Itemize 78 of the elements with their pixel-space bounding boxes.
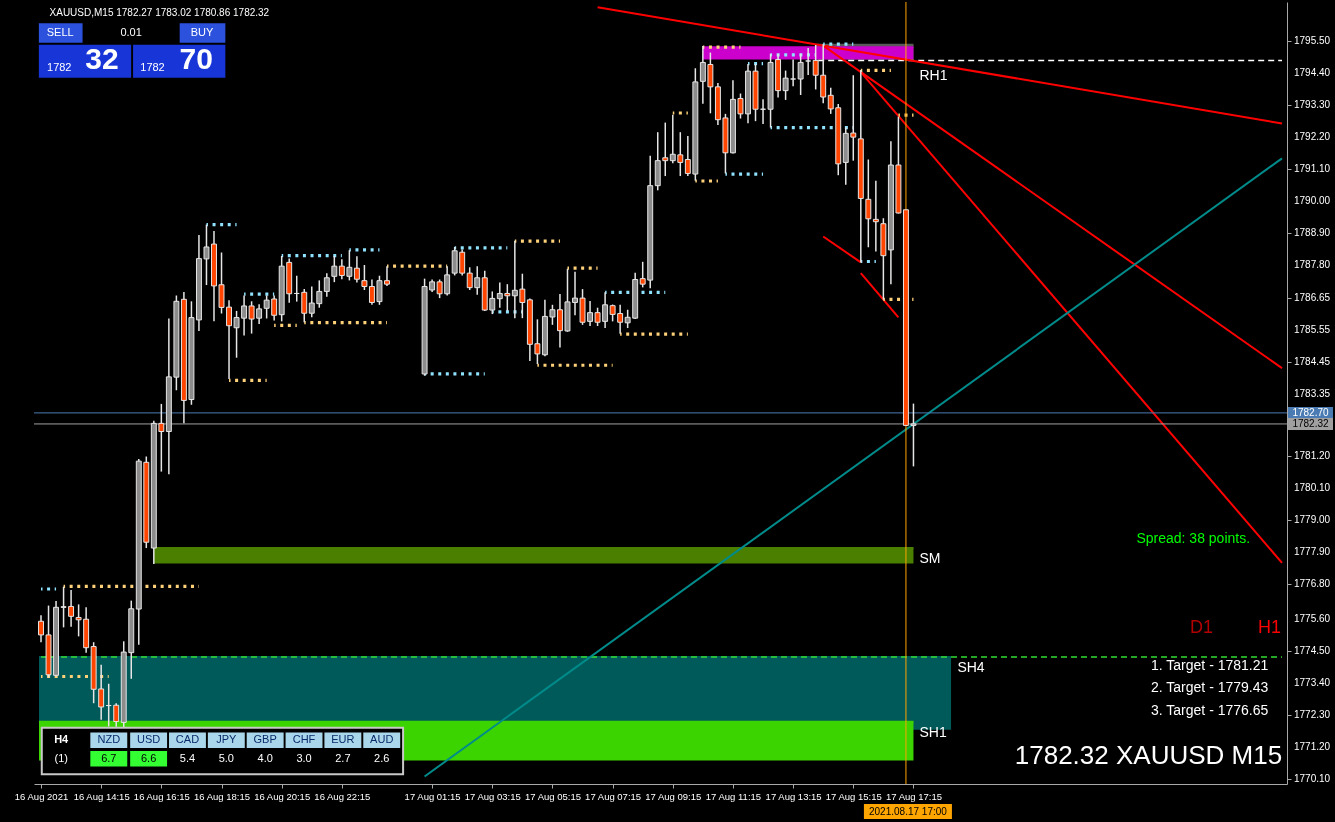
x-tick-label: 16 Aug 18:15 xyxy=(194,790,251,802)
series-label: SH1 xyxy=(919,723,947,740)
x-tick-label: 16 Aug 14:15 xyxy=(73,790,130,802)
y-tick-label: 1777.90 xyxy=(1294,546,1331,558)
annotation: 3.0 xyxy=(296,751,312,764)
annotation: USD xyxy=(137,733,161,746)
series-label: SH4 xyxy=(957,659,985,676)
annotation: 2.7 xyxy=(335,751,351,764)
y-tick-label: 1794.40 xyxy=(1294,66,1331,78)
series-label: RH1 xyxy=(919,66,948,83)
y-tick-label: 1772.30 xyxy=(1294,709,1331,721)
y-tick-label: 1780.10 xyxy=(1294,482,1331,494)
annotation: 1782 xyxy=(47,60,72,73)
y-tick-label: 1774.50 xyxy=(1294,645,1331,657)
y-tick-label: 1770.10 xyxy=(1294,773,1331,785)
x-tick-label: 16 Aug 16:15 xyxy=(133,790,190,802)
y-tick-label: 1771.20 xyxy=(1294,741,1331,753)
y-tick-label: 1792.20 xyxy=(1294,130,1331,142)
y-tick-label: 1783.35 xyxy=(1294,388,1331,400)
x-tick-label: 17 Aug 15:15 xyxy=(825,790,882,802)
annotation: 32 xyxy=(85,42,119,76)
annotation: 3. Target - 1776.65 xyxy=(1151,702,1269,719)
ref-line-label: 1782.32 xyxy=(1292,417,1330,429)
x-tick-label: 16 Aug 2021 xyxy=(14,790,69,802)
x-tick-label: 17 Aug 11:15 xyxy=(705,790,762,802)
y-tick-label: 1781.20 xyxy=(1294,450,1331,462)
y-tick-label: 1791.10 xyxy=(1294,162,1331,174)
annotation: 5.0 xyxy=(218,751,234,764)
series-label: SM xyxy=(919,550,941,567)
annotation: (1) xyxy=(54,751,68,764)
y-tick-label: 1776.80 xyxy=(1294,578,1331,590)
annotation: 1. Target - 1781.21 xyxy=(1151,656,1269,673)
y-tick-label: 1787.80 xyxy=(1294,258,1331,270)
annotation: 0.01 xyxy=(120,26,142,39)
x-tick-label: 17 Aug 01:15 xyxy=(404,790,461,802)
y-tick-label: 1775.60 xyxy=(1294,613,1331,625)
annotation: SELL xyxy=(46,26,74,39)
y-tick-label: 1788.90 xyxy=(1294,226,1331,238)
annotation: 5.4 xyxy=(179,751,196,764)
y-tick-label: 1773.40 xyxy=(1294,677,1331,689)
y-tick-label: 1793.30 xyxy=(1294,98,1331,110)
annotation: CAD xyxy=(175,733,200,746)
x-tick-label: 17 Aug 03:15 xyxy=(464,790,521,802)
annotation: 2. Target - 1779.43 xyxy=(1151,678,1269,695)
ref-line-label: 2021.08.17 17:00 xyxy=(868,805,948,817)
x-tick-label: 17 Aug 13:15 xyxy=(765,790,822,802)
annotation: H1 xyxy=(1258,616,1282,637)
y-tick-label: 1786.65 xyxy=(1294,292,1331,304)
annotation: 4.0 xyxy=(257,751,273,764)
annotation: H4 xyxy=(54,733,70,746)
annotation: 1782 xyxy=(140,60,165,73)
annotation: CHF xyxy=(292,733,316,746)
y-tick-label: 1784.45 xyxy=(1294,356,1331,368)
annotation: 70 xyxy=(179,42,213,76)
annotation: 2.6 xyxy=(374,751,390,764)
x-tick-label: 17 Aug 17:15 xyxy=(885,790,942,802)
chart-title: XAUUSD,M15 1782.27 1783.02 1780.86 1782.32 xyxy=(49,6,270,18)
annotation: JPY xyxy=(216,733,238,746)
x-tick-label: 16 Aug 20:15 xyxy=(254,790,311,802)
annotation: EUR xyxy=(331,733,355,746)
x-tick-label: 16 Aug 22:15 xyxy=(314,790,371,802)
y-tick-label: 1779.00 xyxy=(1294,514,1331,526)
annotation: 1782.32 XAUUSD M15 xyxy=(1014,739,1283,770)
y-tick-label: 1795.50 xyxy=(1294,34,1331,46)
annotation: BUY xyxy=(190,26,215,39)
x-tick-label: 17 Aug 05:15 xyxy=(524,790,581,802)
annotation: D1 xyxy=(1190,616,1214,637)
y-tick-label: 1790.00 xyxy=(1294,194,1331,206)
annotation: 6.6 xyxy=(140,751,157,764)
annotation: AUD xyxy=(370,733,394,746)
annotation: NZD xyxy=(97,733,121,746)
annotation: GBP xyxy=(253,733,277,746)
y-tick-label: 1785.55 xyxy=(1294,324,1331,336)
annotation: 6.7 xyxy=(101,751,117,764)
x-tick-label: 17 Aug 07:15 xyxy=(585,790,642,802)
ref-line-label: 1782.70 xyxy=(1292,406,1330,418)
annotation: Spread: 38 points. xyxy=(1136,529,1251,546)
x-tick-label: 17 Aug 09:15 xyxy=(645,790,702,802)
